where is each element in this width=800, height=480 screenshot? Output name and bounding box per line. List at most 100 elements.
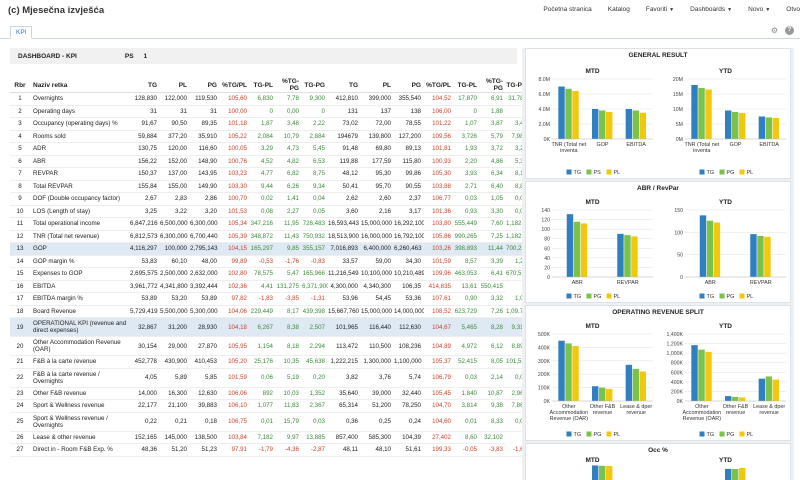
table-cell: 32,102 [480, 431, 506, 444]
table-row[interactable]: 10 LOS (Length of stay) 3,25 3,22 3,20 101,53… [10, 205, 530, 218]
legend-label: TG [707, 170, 715, 176]
bar-tg [625, 109, 633, 139]
table-row[interactable]: 23 Other F&B revenue 14,000 16,300 12,630 106… [10, 387, 530, 400]
table-row[interactable]: 3 Occupancy (operating days) % 91,67 90,50 8… [10, 117, 530, 131]
y-tick-label: 40 [544, 256, 550, 262]
legend-label: PG [727, 294, 735, 300]
table-row[interactable]: 1 Overnights 128,830 122,000 119,530 105,60 6,… [10, 92, 530, 106]
table-cell: 194679 [328, 130, 361, 143]
table-cell: 53,89 [190, 292, 220, 306]
table-cell: 99,89 [220, 255, 250, 268]
row-label: Board Revenue [30, 305, 130, 318]
occ-mtd-chart: MTD [585, 457, 613, 480]
bar-pl [639, 112, 647, 139]
table-cell: 9,44 [250, 180, 276, 193]
table-row[interactable]: 17 EBITDA margin % 53,89 53,20 53,89 97,82 -1,… [10, 292, 530, 306]
column-header[interactable]: %TG/PL [424, 78, 454, 93]
legend-swatch [719, 431, 725, 437]
table-cell: 107,61 [424, 292, 454, 306]
nav-item-1[interactable]: Katalog [608, 6, 630, 13]
column-header[interactable]: TG [328, 78, 361, 93]
table-cell: 3,39 [480, 255, 506, 268]
table-row[interactable]: 18 Board Revenue 5,729,419 5,500,000 5,300,0… [10, 305, 530, 318]
table-row[interactable]: 16 EBITDA 3,961,772 4,341,800 3,392,444 102,3… [10, 280, 530, 293]
nav-item-4[interactable]: Novo ▼ [748, 6, 770, 13]
nav-item-5[interactable]: Otvo [786, 6, 800, 13]
column-header[interactable]: TG-PL [454, 78, 480, 93]
table-cell: 0,22 [130, 412, 160, 432]
table-row[interactable]: 5 ADR 130,75 120,00 116,60 100,05 3,29 4,73 5,45… [10, 142, 530, 156]
table-cell: 2,20 [454, 155, 480, 168]
chevron-down-icon: ▼ [727, 6, 733, 13]
table-row[interactable]: 22 F&B à la carte revenue / Overnights 4,0… [10, 368, 530, 388]
x-tick-label: Accommodation [550, 410, 589, 416]
help-icon[interactable]: ? [785, 26, 794, 35]
column-header[interactable]: TG-PL [250, 78, 276, 93]
bar-pg [732, 469, 739, 480]
column-header[interactable]: TG-PG [302, 78, 328, 93]
table-cell: 1,222,215 [328, 355, 361, 369]
nav-item-0[interactable]: Početna stranica [543, 6, 591, 13]
table-row[interactable]: 20 Other Accommodation Revenue (OAR) 30,15… [10, 336, 530, 356]
row-label: Other Accommodation Revenue (OAR) [30, 336, 130, 356]
table-row[interactable]: 21 F&B à la carte revenue 452,778 430,900 41… [10, 355, 530, 369]
nav-item-2[interactable]: Favoriti ▼ [646, 6, 674, 13]
table-cell: 165,966 [302, 267, 328, 281]
table-cell: 4,86 [480, 155, 506, 168]
table-cell: 1,05 [480, 192, 506, 206]
table-row[interactable]: 24 Sport & Wellness revenue 22,177 21,100 39… [10, 399, 530, 413]
gear-icon[interactable]: ⚙ [770, 26, 779, 35]
table-cell: 104,70 [424, 399, 454, 413]
table-row[interactable]: 27 Direct in - Room F&B Exp. % 48,36 51,20 5… [10, 443, 530, 457]
table-cell: 9,38 [480, 399, 506, 413]
bar-pg [624, 235, 631, 277]
table-cell: 4,05 [130, 368, 160, 388]
column-header[interactable]: %TG/PL [220, 78, 250, 93]
table-cell: 89,13 [394, 142, 424, 156]
table-cell: 2,14 [480, 368, 506, 388]
table-row[interactable]: 25 Sport & Wellness revenue / Overnights 0… [10, 412, 530, 432]
table-row[interactable]: 15 Expenses to GOP 2,695,575 2,500,000 2,632… [10, 267, 530, 281]
table-row[interactable]: 19 OPERATIONAL KPI (revenue and direct ex… [10, 317, 530, 337]
y-tick-label: 150 [674, 208, 683, 214]
table-cell: 3,82 [328, 368, 361, 388]
table-cell: 104,39 [394, 431, 424, 444]
charts-panel: GENERAL RESULT MTD 0K 2.0M 4.0M 6.0M 8.0M TNR … [522, 48, 794, 480]
legend-label: PG [727, 170, 735, 176]
legend-label: TG [574, 294, 582, 300]
legend-swatch [566, 431, 572, 437]
table-cell: 1,154 [250, 336, 276, 356]
column-header[interactable]: %TG-PG [276, 78, 302, 93]
table-cell: 10,35 [276, 355, 302, 369]
table-row[interactable]: 13 GOP 4,116,297 100,000 2,795,143 104,15 165,… [10, 242, 530, 256]
chart-title: YTD [719, 199, 732, 206]
column-header[interactable]: Naziv retka [30, 78, 130, 93]
nav-item-label: Otvo [786, 6, 800, 13]
table-row[interactable]: 4 Rooms sold 59,884 377,20 35,910 105,22 2,084… [10, 130, 530, 143]
column-header[interactable]: PL [361, 78, 394, 93]
bar-tg [558, 86, 565, 139]
table-row[interactable]: 6 ABR 156,22 152,00 148,90 100,76 4,52 4,82 6,53… [10, 155, 530, 168]
table-row[interactable]: 26 Lease & other revenue 152,165 145,000 138… [10, 431, 530, 444]
column-header[interactable]: TG [130, 78, 160, 93]
table-row[interactable]: 2 Operating days 31 31 31 100,00 0 0,00 0 131 137 1… [10, 105, 530, 118]
table-cell: 10,79 [276, 130, 302, 143]
nav-item-label: Početna stranica [543, 6, 592, 13]
table-row[interactable]: 7 REVPAR 150,37 137,00 143,95 103,23 4,77 6,82 8… [10, 167, 530, 181]
y-tick-label: 140 [541, 208, 550, 214]
table-cell: 8,38 [276, 317, 302, 337]
table-row[interactable]: 12 TNR (Total net revenue) 6,812,573 6,300,… [10, 230, 530, 243]
table-row[interactable]: 14 GOP margin % 53,83 60,10 48,00 99,89 -0,53-… [10, 255, 530, 268]
column-header[interactable]: %TG-PG [480, 78, 506, 93]
table-cell: 2,084 [250, 130, 276, 143]
column-header[interactable]: PG [394, 78, 424, 93]
table-row[interactable]: 8 Total REVPAR 155,84 155,00 149,90 103,30 9,4… [10, 180, 530, 193]
column-header[interactable]: PG [190, 78, 220, 93]
column-header[interactable]: Rbr [10, 78, 30, 93]
tab-kpi[interactable]: KPI [10, 26, 33, 39]
table-row[interactable]: 9 DOF (Double occupancy factor) 2,67 2,83 2,… [10, 192, 530, 206]
table-cell: 4,41 [250, 280, 276, 293]
table-row[interactable]: 11 Total operational income 6,847,216 6,500… [10, 217, 530, 231]
column-header[interactable]: PL [160, 78, 190, 93]
nav-item-3[interactable]: Dashboards ▼ [690, 6, 732, 13]
